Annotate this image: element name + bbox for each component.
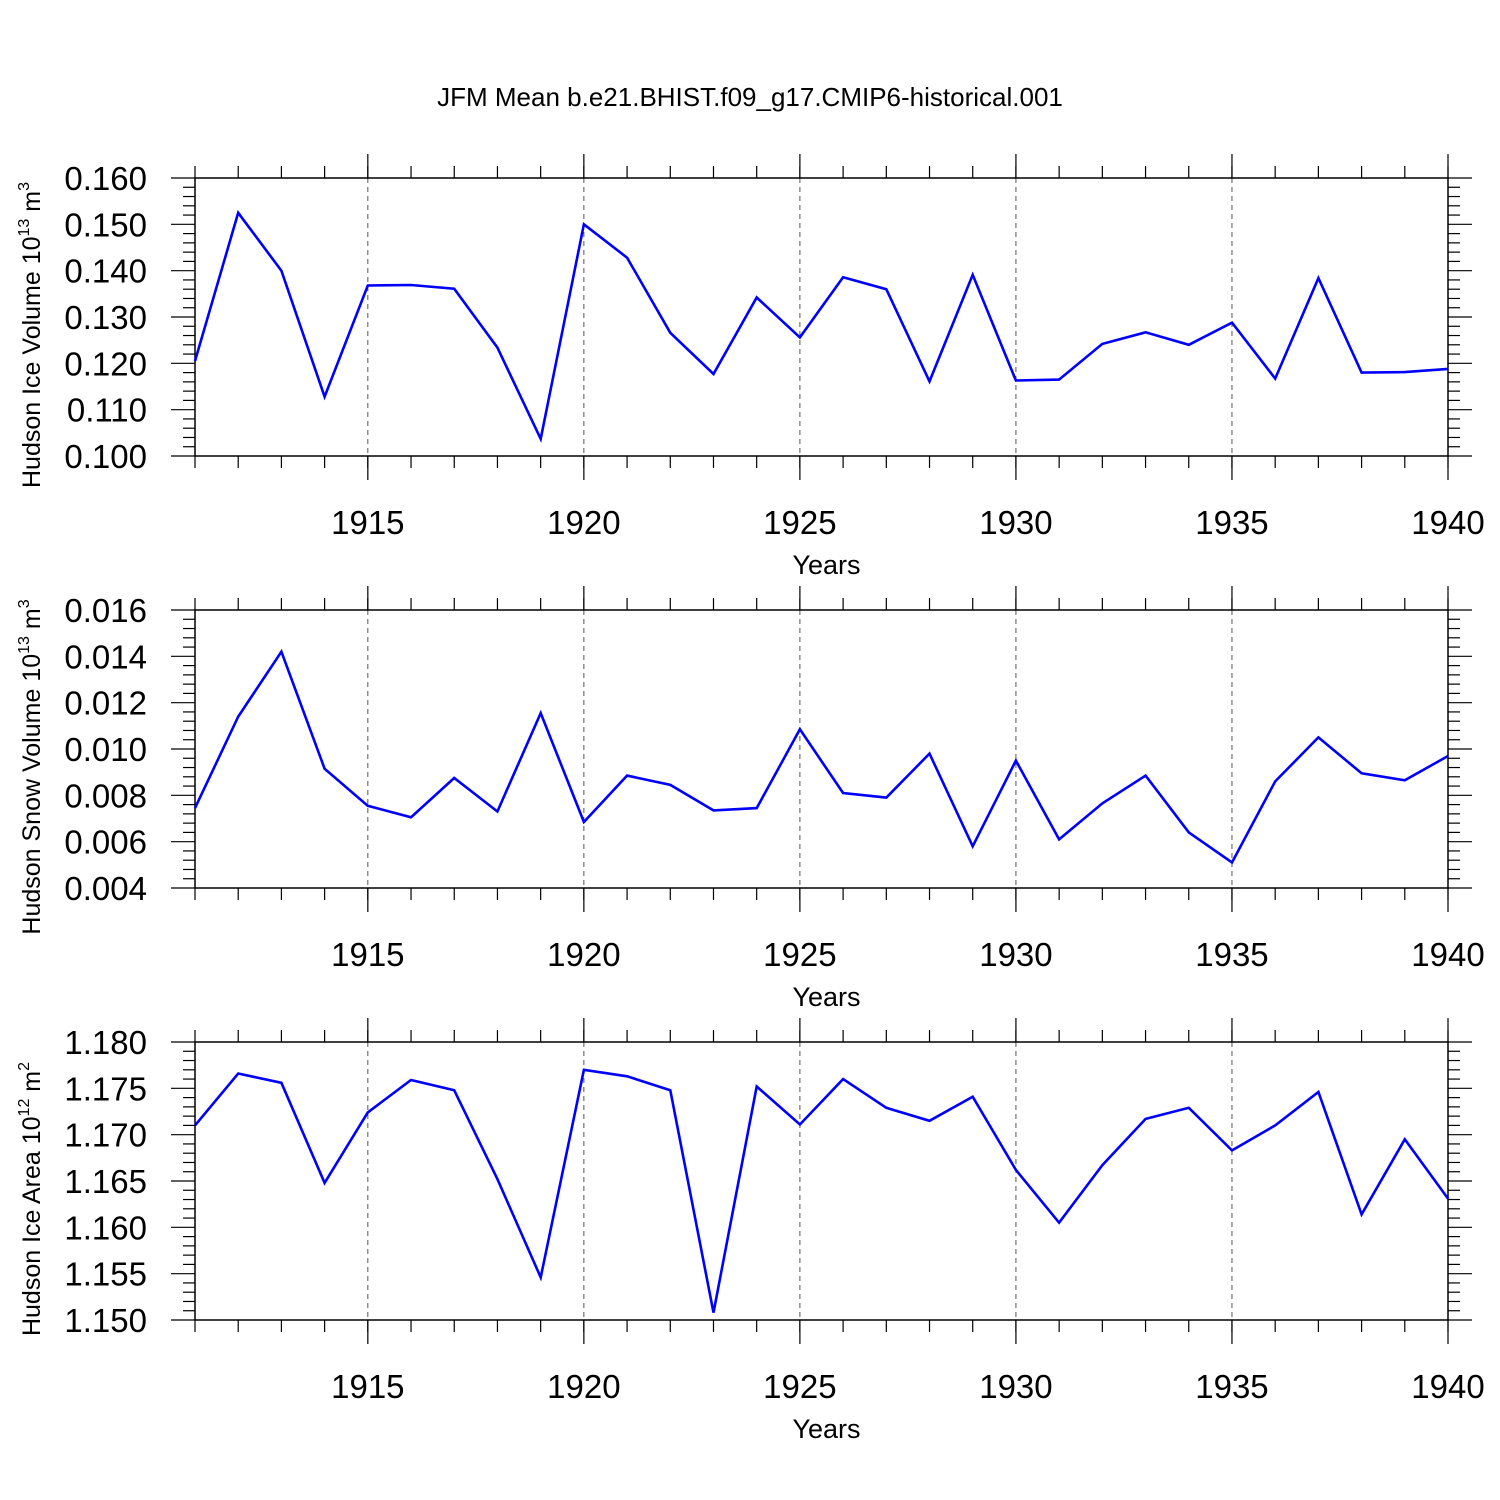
figure-title: JFM Mean b.e21.BHIST.f09_g17.CMIP6-histo… — [437, 82, 1063, 112]
y-tick-label: 0.006 — [64, 824, 147, 861]
x-tick-label: 1925 — [763, 1368, 836, 1405]
x-tick-label: 1940 — [1411, 504, 1484, 541]
x-tick-label: 1940 — [1411, 1368, 1484, 1405]
x-axis-label: Years — [792, 550, 860, 580]
x-tick-label: 1920 — [547, 936, 620, 973]
y-tick-label: 0.120 — [64, 345, 147, 382]
y-tick-label: 1.170 — [64, 1117, 147, 1154]
plot-frame — [194, 177, 1449, 457]
x-tick-label: 1935 — [1195, 1368, 1268, 1405]
x-tick-label: 1935 — [1195, 936, 1268, 973]
y-tick-label: 0.110 — [67, 392, 147, 429]
y-tick-label: 0.012 — [64, 685, 147, 722]
y-tick-label: 0.016 — [64, 592, 147, 629]
panels: 1915 1920 1925 1930 1935 1940 0.100 0.110 0.120 0… — [16, 154, 1485, 1444]
chart-panel-2: 1915 1920 1925 1930 1935 1940 0.004 0.006 0.008 0… — [16, 586, 1485, 1012]
y-tick-label: 1.150 — [64, 1302, 147, 1339]
y-tick-label: 1.175 — [64, 1070, 147, 1107]
x-axis-label: Years — [792, 982, 860, 1012]
y-axis-label: Hudson Ice Volume 1013 m3 — [16, 182, 46, 488]
x-tick-label: 1930 — [979, 504, 1052, 541]
chart-panel-3: 1915 1920 1925 1930 1935 1940 1.150 1.155 1.160 1… — [16, 1018, 1485, 1444]
x-tick-label: 1920 — [547, 504, 620, 541]
chart-panel-1: 1915 1920 1925 1930 1935 1940 0.100 0.110 0.120 0… — [16, 154, 1485, 580]
x-tick-label: 1930 — [979, 1368, 1052, 1405]
x-tick-label: 1915 — [331, 1368, 404, 1405]
x-tick-label: 1925 — [763, 504, 836, 541]
y-tick-label: 1.155 — [64, 1256, 147, 1293]
y-tick-label: 0.140 — [64, 253, 147, 290]
y-tick-label: 0.004 — [64, 870, 147, 907]
plot-frame — [194, 1041, 1449, 1321]
y-tick-label: 0.014 — [64, 638, 147, 675]
y-tick-label: 0.160 — [64, 160, 147, 197]
x-tick-label: 1915 — [331, 936, 404, 973]
series-line — [194, 1068, 1450, 1313]
y-axis-label: Hudson Snow Volume 1013 m3 — [16, 599, 46, 934]
y-tick-label: 0.150 — [64, 206, 147, 243]
x-tick-label: 1935 — [1195, 504, 1268, 541]
y-tick-label: 1.165 — [64, 1163, 147, 1200]
x-tick-label: 1915 — [331, 504, 404, 541]
y-tick-label: 0.100 — [64, 438, 147, 475]
x-tick-label: 1930 — [979, 936, 1052, 973]
series-line — [193, 648, 1449, 865]
y-tick-label: 0.010 — [64, 731, 147, 768]
series-line — [193, 209, 1449, 443]
x-tick-label: 1920 — [547, 1368, 620, 1405]
x-axis-label: Years — [792, 1414, 860, 1444]
y-tick-label: 1.160 — [64, 1209, 147, 1246]
y-tick-label: 1.180 — [64, 1024, 147, 1061]
y-tick-label: 0.130 — [64, 299, 147, 336]
y-tick-label: 0.008 — [64, 777, 147, 814]
y-axis-label: Hudson Ice Area 1012 m2 — [16, 1062, 46, 1336]
plot-frame — [194, 609, 1449, 889]
x-tick-label: 1925 — [763, 936, 836, 973]
x-tick-label: 1940 — [1411, 936, 1484, 973]
